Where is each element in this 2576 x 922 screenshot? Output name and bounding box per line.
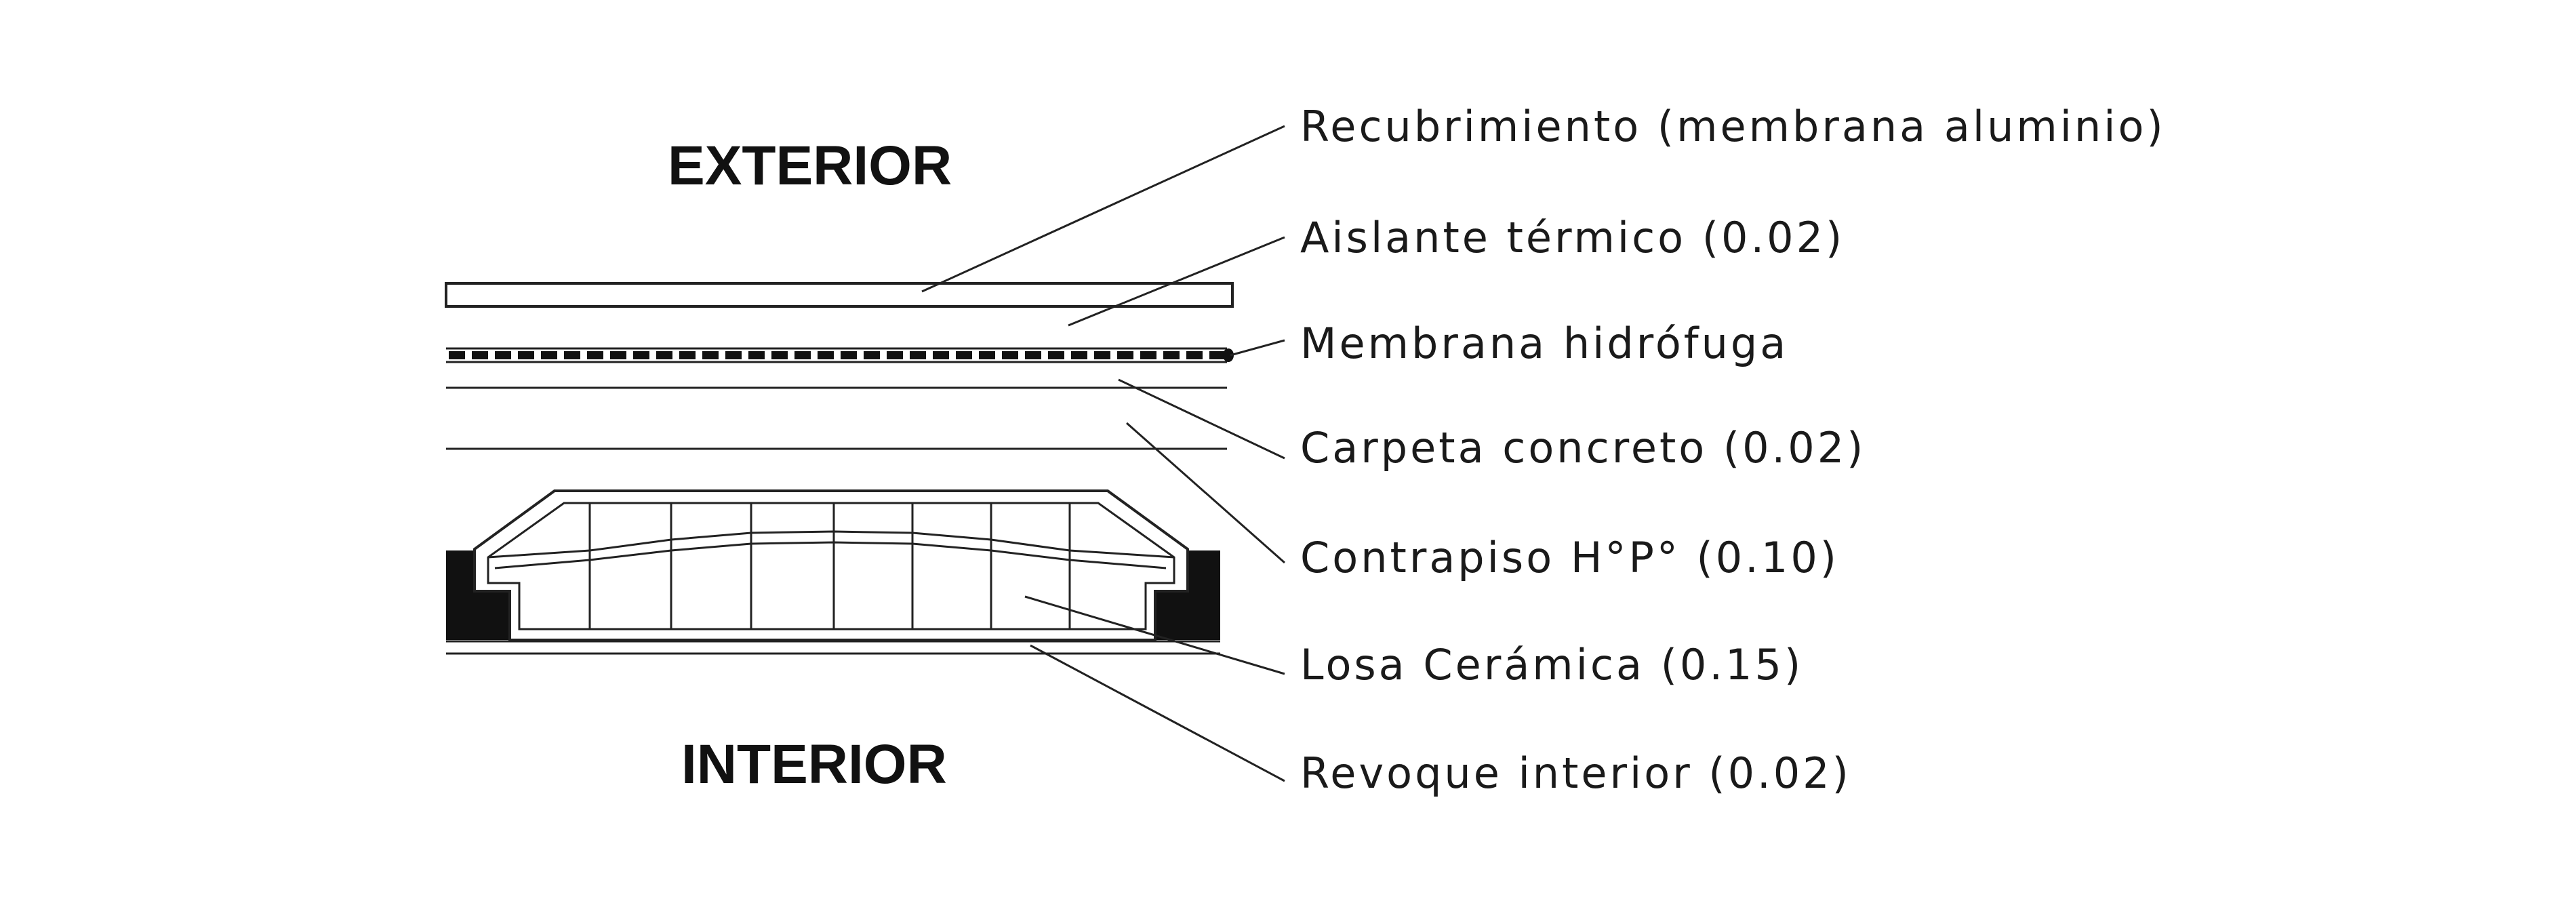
leader-aislante	[1068, 236, 1285, 327]
revoque-interior-layer	[446, 640, 1220, 655]
label-aislante: Aislante térmico (0.02)	[1300, 213, 1845, 262]
label-membrana: Membrana hidrófuga	[1300, 319, 1788, 368]
leader-lines	[921, 125, 1285, 782]
membrana-hidrofuga-layer	[446, 347, 1234, 363]
leader-losa	[1024, 595, 1285, 675]
leader-recubrimiento	[921, 125, 1285, 293]
recubrimiento-layer	[445, 282, 1234, 308]
label-recubrimiento: Recubrimiento (membrana aluminio)	[1300, 102, 2166, 151]
label-carpeta: Carpeta concreto (0.02)	[1300, 423, 1866, 473]
leader-contrapiso	[1126, 422, 1285, 564]
interior-title: INTERIOR	[681, 734, 947, 795]
label-losa: Losa Cerámica (0.15)	[1300, 640, 1803, 689]
leader-membrana	[1230, 339, 1285, 357]
label-contrapiso: Contrapiso H°P° (0.10)	[1300, 533, 1839, 582]
leader-carpeta	[1118, 378, 1285, 460]
exterior-title: EXTERIOR	[668, 135, 952, 197]
leader-revoque	[1030, 644, 1285, 782]
label-revoque: Revoque interior (0.02)	[1300, 748, 1851, 798]
losa-ceramica-block	[446, 489, 1220, 641]
